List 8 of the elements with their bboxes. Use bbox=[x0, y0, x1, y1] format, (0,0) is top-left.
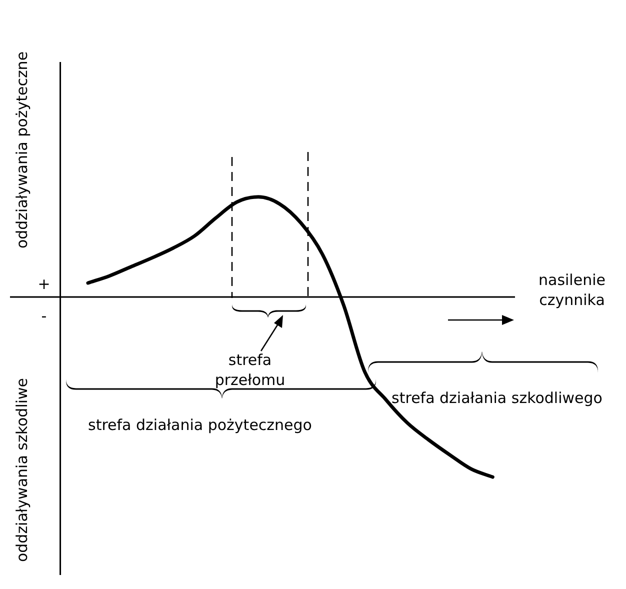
text: + bbox=[38, 274, 50, 294]
annotation: strefa działania pożytecznego bbox=[87, 415, 313, 435]
text: oddziaływania szkodliwe bbox=[12, 378, 32, 562]
annotation: strefa przełomu bbox=[214, 350, 286, 390]
y-axis-title: oddziaływania pożyteczne bbox=[12, 51, 32, 249]
annotation: strefa działania szkodliwego bbox=[390, 388, 604, 408]
x-axis-title: nasilenie czynnika bbox=[538, 270, 606, 310]
text: - bbox=[41, 306, 47, 326]
